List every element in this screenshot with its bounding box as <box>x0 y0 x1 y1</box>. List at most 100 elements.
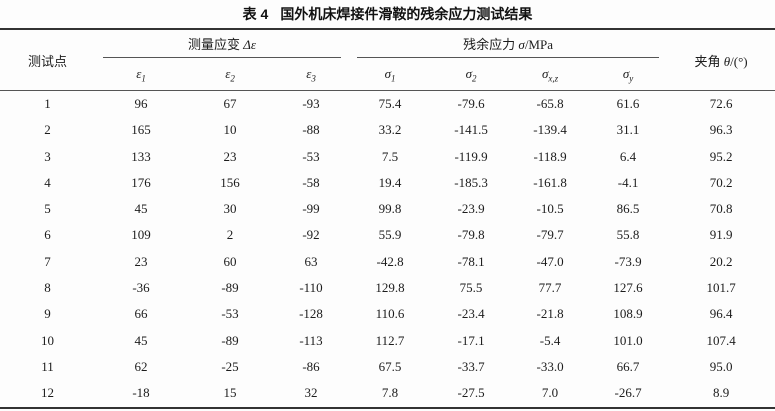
cell-epsilon-2: -25 <box>221 358 239 374</box>
table-header: 测试点 测量应变 Δε 残余应力 σ/MPa 夹角 θ/(°) ε1 ε2 <box>0 29 775 91</box>
cell-epsilon-3: 63 <box>304 253 318 269</box>
cell-epsilon-3: -58 <box>302 174 320 190</box>
cell-sigma-1: 110.6 <box>375 306 405 322</box>
col-header-test-point: 测试点 <box>0 29 95 91</box>
cell-sigma-y: -73.9 <box>614 253 642 269</box>
cell-sigma-1: 33.2 <box>378 122 402 138</box>
cell-epsilon-1: 23 <box>134 253 148 269</box>
cell-epsilon-1: -18 <box>132 385 150 401</box>
cell-epsilon-2: 10 <box>223 122 237 138</box>
cell-angle: 72.6 <box>709 96 733 111</box>
table-row: 12 -18 15 32 7.8 -27.5 7.0 -26.7 8.9 <box>0 380 775 407</box>
results-table: 测试点 测量应变 Δε 残余应力 σ/MPa 夹角 θ/(°) ε1 ε2 <box>0 28 775 409</box>
cell-test-point: 3 <box>44 148 51 164</box>
cell-epsilon-1: 176 <box>131 174 151 190</box>
cell-sigma-2: -79.6 <box>457 96 485 111</box>
table-body: 1 96 67 -93 75.4 -79.6 -65.8 61.6 72.6 2 165 10 -88 3… <box>0 91 775 408</box>
cell-test-point: 1 <box>44 96 51 111</box>
table-row: 4 176 156 -58 19.4 -185.3 -161.8 -4.1 70.2 <box>0 170 775 196</box>
cell-sigma-xz: -118.9 <box>533 148 567 164</box>
cell-epsilon-3: -93 <box>302 96 320 111</box>
subheader-epsilon-2: ε2 <box>187 58 273 91</box>
cell-sigma-xz: -65.8 <box>536 96 564 111</box>
cell-sigma-1: 112.7 <box>375 332 405 348</box>
cell-test-point: 7 <box>44 253 51 269</box>
subheader-epsilon-1: ε1 <box>95 58 187 91</box>
cell-sigma-1: 67.5 <box>378 358 402 374</box>
table-row: 8 -36 -89 -110 129.8 75.5 77.7 127.6 101.7 <box>0 275 775 301</box>
cell-epsilon-1: 165 <box>131 122 151 138</box>
subheader-sigma-y: σy <box>589 58 668 91</box>
cell-test-point: 9 <box>44 306 51 322</box>
cell-test-point: 12 <box>41 385 54 401</box>
cell-sigma-1: 19.4 <box>378 174 402 190</box>
group-stress-label: 残余应力 σ/MPa <box>357 30 660 58</box>
cell-sigma-1: 55.9 <box>378 227 402 243</box>
cell-angle: 95.2 <box>709 148 733 164</box>
cell-sigma-xz: -5.4 <box>539 332 561 348</box>
cell-epsilon-2: 60 <box>223 253 237 269</box>
cell-test-point: 8 <box>44 280 51 296</box>
cell-epsilon-3: 32 <box>304 385 318 401</box>
cell-sigma-2: -23.4 <box>457 306 485 322</box>
table-title-text: 国外机床焊接件滑鞍的残余应力测试结果 <box>280 6 533 22</box>
cell-sigma-1: 75.4 <box>378 96 402 111</box>
cell-sigma-y: 6.4 <box>619 148 637 164</box>
cell-angle: 91.9 <box>709 227 733 243</box>
cell-test-point: 10 <box>41 332 54 348</box>
cell-sigma-1: 99.8 <box>378 201 402 217</box>
cell-sigma-xz: 7.0 <box>541 385 559 401</box>
cell-sigma-1: 7.8 <box>381 385 399 401</box>
cell-angle: 101.7 <box>706 280 736 296</box>
cell-sigma-2: -79.8 <box>457 227 485 243</box>
cell-epsilon-2: 15 <box>223 385 237 401</box>
cell-epsilon-2: -89 <box>221 280 239 296</box>
cell-sigma-y: 108.9 <box>613 306 643 322</box>
table-row: 11 62 -25 -86 67.5 -33.7 -33.0 66.7 95.0 <box>0 354 775 380</box>
cell-sigma-xz: -10.5 <box>536 201 564 217</box>
table-row: 6 109 2 -92 55.9 -79.8 -79.7 55.8 91.9 <box>0 222 775 248</box>
cell-sigma-y: -26.7 <box>614 385 642 401</box>
cell-epsilon-1: 45 <box>134 332 148 348</box>
cell-epsilon-3: -128 <box>299 306 323 322</box>
cell-angle: 96.3 <box>709 122 733 138</box>
cell-sigma-1: 129.8 <box>375 280 405 296</box>
cell-test-point: 4 <box>44 174 51 190</box>
cell-angle: 70.8 <box>709 201 733 217</box>
cell-epsilon-1: -36 <box>132 280 150 296</box>
sigma-symbol: σ <box>518 37 525 52</box>
cell-epsilon-3: -88 <box>302 122 320 138</box>
cell-angle: 96.4 <box>709 306 733 322</box>
cell-sigma-2: -185.3 <box>454 174 488 190</box>
cell-sigma-2: 75.5 <box>459 280 483 296</box>
group-header-row: 测试点 测量应变 Δε 残余应力 σ/MPa 夹角 θ/(°) <box>0 29 775 91</box>
subheader-row: ε1 ε2 ε3 σ1 σ2 σx,z σy <box>0 58 775 91</box>
col-group-strain: 测量应变 Δε <box>95 29 349 58</box>
cell-sigma-2: -119.9 <box>454 148 488 164</box>
table-row: 2 165 10 -88 33.2 -141.5 -139.4 31.1 96.3 <box>0 117 775 143</box>
group-strain-label: 测量应变 Δε <box>103 30 342 58</box>
cell-sigma-y: 31.1 <box>616 122 640 138</box>
theta-symbol: θ <box>723 53 731 69</box>
col-header-angle: 夹角 θ/(°) <box>667 29 775 91</box>
table-row: 9 66 -53 -128 110.6 -23.4 -21.8 108.9 96.4 <box>0 301 775 327</box>
subheader-sigma-2: σ2 <box>431 58 512 91</box>
cell-sigma-y: 55.8 <box>616 227 640 243</box>
cell-test-point: 11 <box>41 358 54 374</box>
cell-epsilon-1: 109 <box>131 227 151 243</box>
cell-sigma-y: 66.7 <box>616 358 640 374</box>
delta-epsilon-symbol: Δε <box>243 37 257 52</box>
cell-sigma-xz: -79.7 <box>536 227 564 243</box>
col-group-stress: 残余应力 σ/MPa <box>349 29 667 58</box>
cell-sigma-y: -4.1 <box>617 174 639 190</box>
cell-epsilon-3: -113 <box>299 332 323 348</box>
table-caption: 表 4 国外机床焊接件滑鞍的残余应力测试结果 <box>0 0 775 28</box>
cell-sigma-y: 86.5 <box>616 201 640 217</box>
cell-epsilon-1: 133 <box>131 148 151 164</box>
cell-angle: 20.2 <box>709 253 733 269</box>
cell-sigma-xz: -33.0 <box>536 358 564 374</box>
cell-epsilon-3: -99 <box>302 201 320 217</box>
cell-epsilon-3: -53 <box>302 148 320 164</box>
cell-epsilon-3: -86 <box>302 358 320 374</box>
table-row: 10 45 -89 -113 112.7 -17.1 -5.4 101.0 107.4 <box>0 328 775 354</box>
